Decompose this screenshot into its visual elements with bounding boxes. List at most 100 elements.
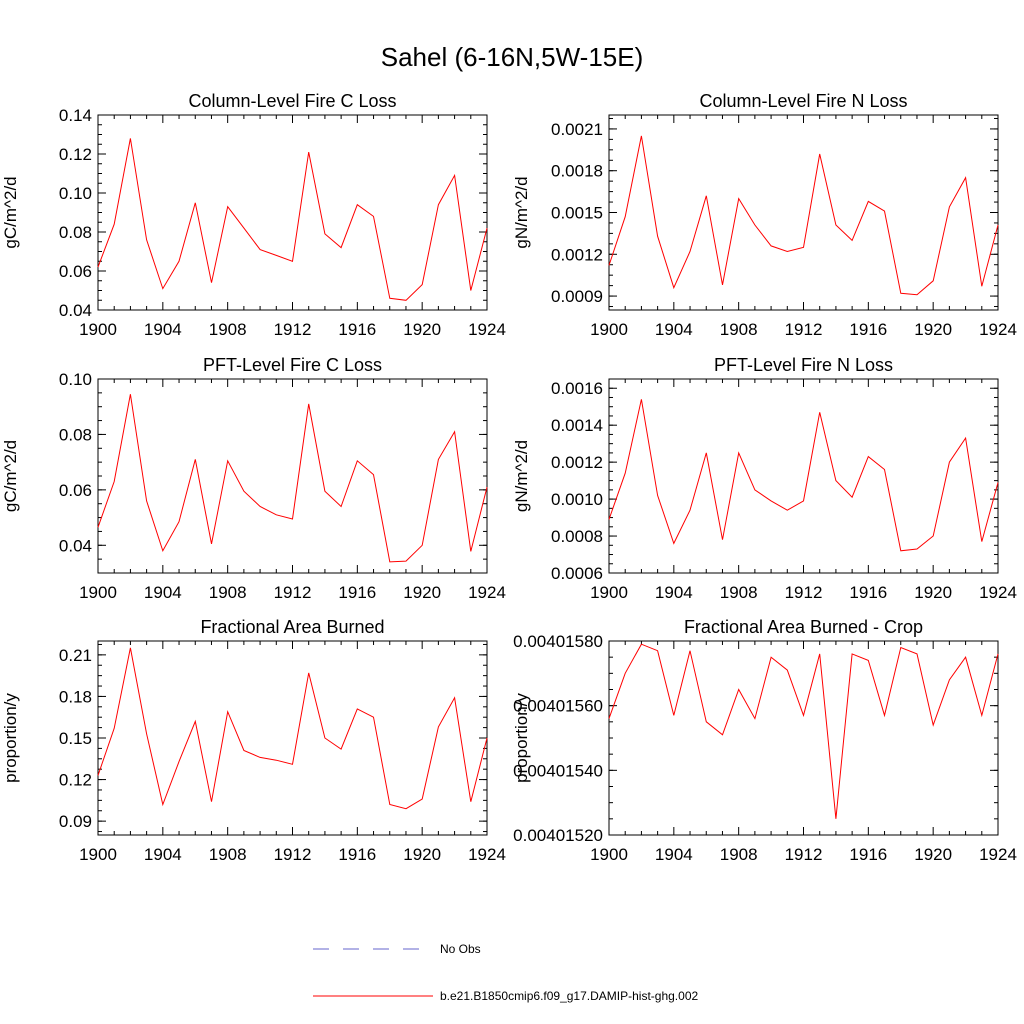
series-line	[608, 135, 999, 296]
x-tick-label: 1904	[144, 320, 182, 339]
x-tick-label: 1908	[720, 320, 758, 339]
x-tick-label: 1900	[79, 845, 117, 864]
plot-frame	[97, 640, 488, 836]
x-tick-label: 1916	[849, 845, 887, 864]
x-tick-label: 1920	[403, 320, 441, 339]
y-tick-label: 0.0009	[551, 287, 603, 306]
x-tick-label: 1920	[403, 845, 441, 864]
y-tick-label: 0.04	[59, 301, 92, 320]
x-tick-label: 1904	[655, 583, 693, 602]
x-tick-label: 1920	[403, 583, 441, 602]
y-tick-label: 0.15	[59, 729, 92, 748]
y-tick-label: 0.0016	[551, 379, 603, 398]
x-tick-label: 1924	[979, 583, 1017, 602]
legend: No Obs b.e21.B1850cmip6.f09_g17.DAMIP-hi…	[313, 942, 698, 1003]
y-tick-label: 0.0012	[551, 453, 603, 472]
x-tick-label: 1912	[274, 845, 312, 864]
x-tick-label: 1920	[914, 845, 952, 864]
x-tick-label: 1912	[785, 583, 823, 602]
y-tick-label: 0.06	[59, 262, 92, 281]
x-tick-label: 1924	[468, 583, 506, 602]
x-tick-label: 1916	[849, 583, 887, 602]
panel-title: Column-Level Fire C Loss	[188, 91, 396, 111]
y-tick-label: 0.0006	[551, 564, 603, 583]
y-tick-label: 0.14	[59, 106, 92, 125]
x-tick-label: 1916	[849, 320, 887, 339]
y-tick-label: 0.0014	[551, 416, 603, 435]
plot-frame	[97, 378, 488, 574]
chart-panel: PFT-Level Fire C Loss gC/m^2/d 1900 1904 190…	[1, 355, 506, 602]
y-tick-label: 0.08	[59, 425, 92, 444]
panels-group: Column-Level Fire C Loss gC/m^2/d 1900 1904…	[1, 91, 1017, 864]
plot-frame	[608, 114, 999, 311]
series-line	[97, 647, 488, 810]
plot-frame	[608, 640, 999, 836]
y-axis-label: gN/m^2/d	[512, 440, 531, 512]
x-tick-label: 1900	[590, 583, 628, 602]
series-line	[97, 138, 488, 301]
x-tick-label: 1912	[274, 320, 312, 339]
x-tick-label: 1904	[144, 845, 182, 864]
y-tick-label: 0.09	[59, 812, 92, 831]
x-tick-label: 1916	[338, 583, 376, 602]
x-tick-label: 1912	[274, 583, 312, 602]
chart-panel: Column-Level Fire C Loss gC/m^2/d 1900 1904…	[1, 91, 506, 339]
series-line	[608, 643, 999, 819]
y-axis-label: gC/m^2/d	[1, 440, 20, 512]
series-line	[608, 399, 999, 552]
x-tick-label: 1908	[209, 320, 247, 339]
y-axis-label: gC/m^2/d	[1, 176, 20, 248]
x-tick-label: 1920	[914, 320, 952, 339]
x-tick-label: 1900	[79, 583, 117, 602]
x-tick-label: 1900	[590, 320, 628, 339]
x-tick-label: 1908	[209, 845, 247, 864]
x-tick-label: 1924	[468, 845, 506, 864]
y-tick-label: 0.00401580	[513, 632, 603, 651]
legend-model-label: b.e21.B1850cmip6.f09_g17.DAMIP-hist-ghg.…	[440, 989, 698, 1003]
series-line	[97, 394, 488, 563]
y-tick-label: 0.0015	[551, 204, 603, 223]
y-tick-label: 0.0018	[551, 162, 603, 181]
y-tick-label: 0.00401540	[513, 761, 603, 780]
panel-title: Fractional Area Burned - Crop	[684, 617, 923, 637]
y-tick-label: 0.10	[59, 184, 92, 203]
y-tick-label: 0.0012	[551, 245, 603, 264]
x-tick-label: 1904	[655, 320, 693, 339]
x-tick-label: 1908	[720, 845, 758, 864]
y-tick-label: 0.04	[59, 536, 92, 555]
y-tick-label: 0.21	[59, 646, 92, 665]
chart-panel: Fractional Area Burned proportion/y 1900 19…	[1, 617, 506, 864]
x-tick-label: 1924	[979, 320, 1017, 339]
y-axis-label: gN/m^2/d	[512, 176, 531, 248]
x-tick-label: 1924	[468, 320, 506, 339]
panel-title: PFT-Level Fire C Loss	[203, 355, 382, 375]
y-tick-label: 0.18	[59, 687, 92, 706]
chart-panel: Fractional Area Burned - Crop proportion/…	[512, 617, 1017, 864]
x-tick-label: 1900	[79, 320, 117, 339]
x-tick-label: 1912	[785, 320, 823, 339]
y-tick-label: 0.12	[59, 771, 92, 790]
x-tick-label: 1916	[338, 320, 376, 339]
panel-title: Column-Level Fire N Loss	[699, 91, 907, 111]
x-tick-label: 1908	[720, 583, 758, 602]
x-tick-label: 1904	[655, 845, 693, 864]
plot-frame	[608, 378, 999, 574]
y-tick-label: 0.0021	[551, 120, 603, 139]
y-tick-label: 0.06	[59, 481, 92, 500]
x-tick-label: 1920	[914, 583, 952, 602]
x-tick-label: 1912	[785, 845, 823, 864]
chart-panel: PFT-Level Fire N Loss gN/m^2/d 1900 1904 190…	[512, 355, 1017, 602]
y-tick-label: 0.00401560	[513, 697, 603, 716]
plot-frame	[97, 114, 488, 311]
y-tick-label: 0.00401520	[513, 826, 603, 845]
y-axis-label: proportion/y	[1, 693, 20, 783]
figure-title: Sahel (6-16N,5W-15E)	[381, 42, 644, 72]
x-tick-label: 1924	[979, 845, 1017, 864]
chart-panel: Column-Level Fire N Loss gN/m^2/d 1900 1904…	[512, 91, 1017, 339]
y-axis-label: proportion/y	[512, 693, 531, 783]
y-tick-label: 0.10	[59, 370, 92, 389]
y-tick-label: 0.08	[59, 223, 92, 242]
panel-title: PFT-Level Fire N Loss	[714, 355, 893, 375]
y-tick-label: 0.12	[59, 145, 92, 164]
